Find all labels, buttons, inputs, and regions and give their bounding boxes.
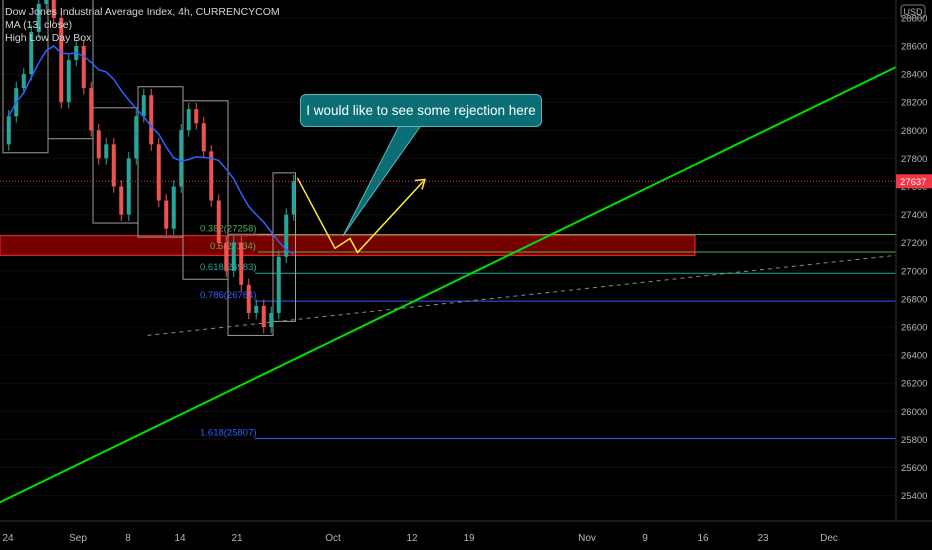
candle-body (119, 186, 124, 215)
candle-body (276, 256, 281, 313)
candle-body (126, 158, 131, 215)
candle-body (246, 284, 251, 313)
candle-body (239, 242, 244, 285)
candle-body (254, 305, 259, 313)
price-tick-label: 25400 (901, 491, 927, 502)
time-tick-label: Oct (325, 533, 341, 544)
candle-body (6, 116, 11, 145)
candle-body (44, 0, 49, 4)
trendline-dashed (147, 250, 932, 336)
candle-body (186, 109, 191, 131)
time-axis-background (0, 521, 932, 550)
projection-arrowhead (414, 178, 427, 190)
time-tick-label: 23 (757, 533, 769, 544)
candle-body (66, 60, 71, 103)
candle-body (81, 46, 86, 89)
price-tick-label: 27200 (901, 238, 927, 249)
price-tick-label: 28800 (901, 13, 927, 24)
time-tick-label: 12 (406, 533, 418, 544)
time-tick-label: 21 (231, 533, 243, 544)
legend-title: Dow Jones Industrial Average Index, 4h, … (5, 6, 280, 18)
candle-body (29, 31, 34, 75)
projection-path (296, 177, 427, 254)
callout-annotation[interactable]: I would like to see some rejection here (300, 94, 542, 127)
time-tick-label: Sep (69, 533, 87, 544)
price-tick-label: 27800 (901, 154, 927, 165)
trendlines (0, 48, 932, 504)
legend-ma: MA (13, close) (5, 19, 73, 31)
time-tick-label: 8 (125, 533, 131, 544)
price-tick-label: 25600 (901, 463, 927, 474)
candle-body (164, 200, 169, 229)
price-tick-label: 27400 (901, 210, 927, 221)
candle-body (171, 186, 176, 229)
candle-body (59, 17, 64, 103)
price-tick-label: 28200 (901, 98, 927, 109)
candle-body (149, 95, 154, 145)
price-tick-label: 26000 (901, 407, 927, 418)
price-tick-label: 28600 (901, 42, 927, 53)
price-tick-label: 26200 (901, 379, 927, 390)
price-tick-label: 28400 (901, 70, 927, 81)
chart-legend: Dow Jones Industrial Average Index, 4h, … (5, 6, 280, 45)
candle-body (216, 200, 221, 243)
price-tick-label: 28000 (901, 126, 927, 137)
price-tick-label: 26600 (901, 323, 927, 334)
time-tick-label: 9 (642, 533, 648, 544)
candle-body (224, 242, 229, 271)
time-tick-label: 16 (697, 533, 709, 544)
time-tick-label: 19 (463, 533, 475, 544)
candle-body (179, 130, 184, 187)
candle-body (89, 88, 94, 131)
price-tick-label: 25800 (901, 435, 927, 446)
candle-body (141, 95, 146, 117)
day-boxes (2, 0, 296, 336)
candle-body (36, 3, 41, 32)
legend-day-box: High Low Day Box (5, 32, 92, 44)
candle-body (134, 116, 139, 159)
candle-body (156, 144, 161, 201)
candle-body (104, 144, 109, 159)
candle-body (284, 214, 289, 257)
candle-body (96, 130, 101, 159)
currency-label: USD (903, 7, 923, 17)
candle-body (111, 144, 116, 187)
candle-body (209, 151, 214, 201)
projection-line (296, 177, 426, 254)
time-tick-label: Nov (578, 533, 596, 544)
candle-body (194, 109, 199, 124)
ma-line (8, 45, 295, 255)
day-box (272, 172, 296, 322)
candle-body (201, 123, 206, 152)
current-price-tag (896, 174, 932, 189)
time-axis: 24 Sep 8 14 21 Oct 12 19 Nov 9 16 23 Dec (0, 520, 932, 550)
price-tick-label: 27000 (901, 266, 927, 277)
candle-body (261, 305, 266, 327)
day-box (47, 0, 94, 140)
resistance-zone (0, 235, 696, 256)
price-tick-label: 26400 (901, 351, 927, 362)
currency-badge (900, 4, 926, 19)
candle-body (291, 181, 296, 215)
time-tick-label: 14 (174, 533, 186, 544)
price-axis-background (896, 0, 932, 550)
time-tick-label: 24 (2, 533, 14, 544)
moving-average (8, 45, 295, 255)
price-tick-label: 26800 (901, 294, 927, 305)
fib-level-label: 1.618(25807) (200, 427, 257, 438)
candle-body (51, 0, 56, 18)
candle-body (21, 74, 26, 89)
candles (6, 0, 296, 334)
time-tick-label: Dec (820, 533, 838, 544)
candle-body (231, 242, 236, 271)
day-box (182, 100, 229, 280)
zone-rectangle (0, 235, 696, 256)
candle-body (269, 312, 274, 327)
current-price-label: 27637 (900, 177, 926, 188)
trendline-green (0, 48, 932, 504)
